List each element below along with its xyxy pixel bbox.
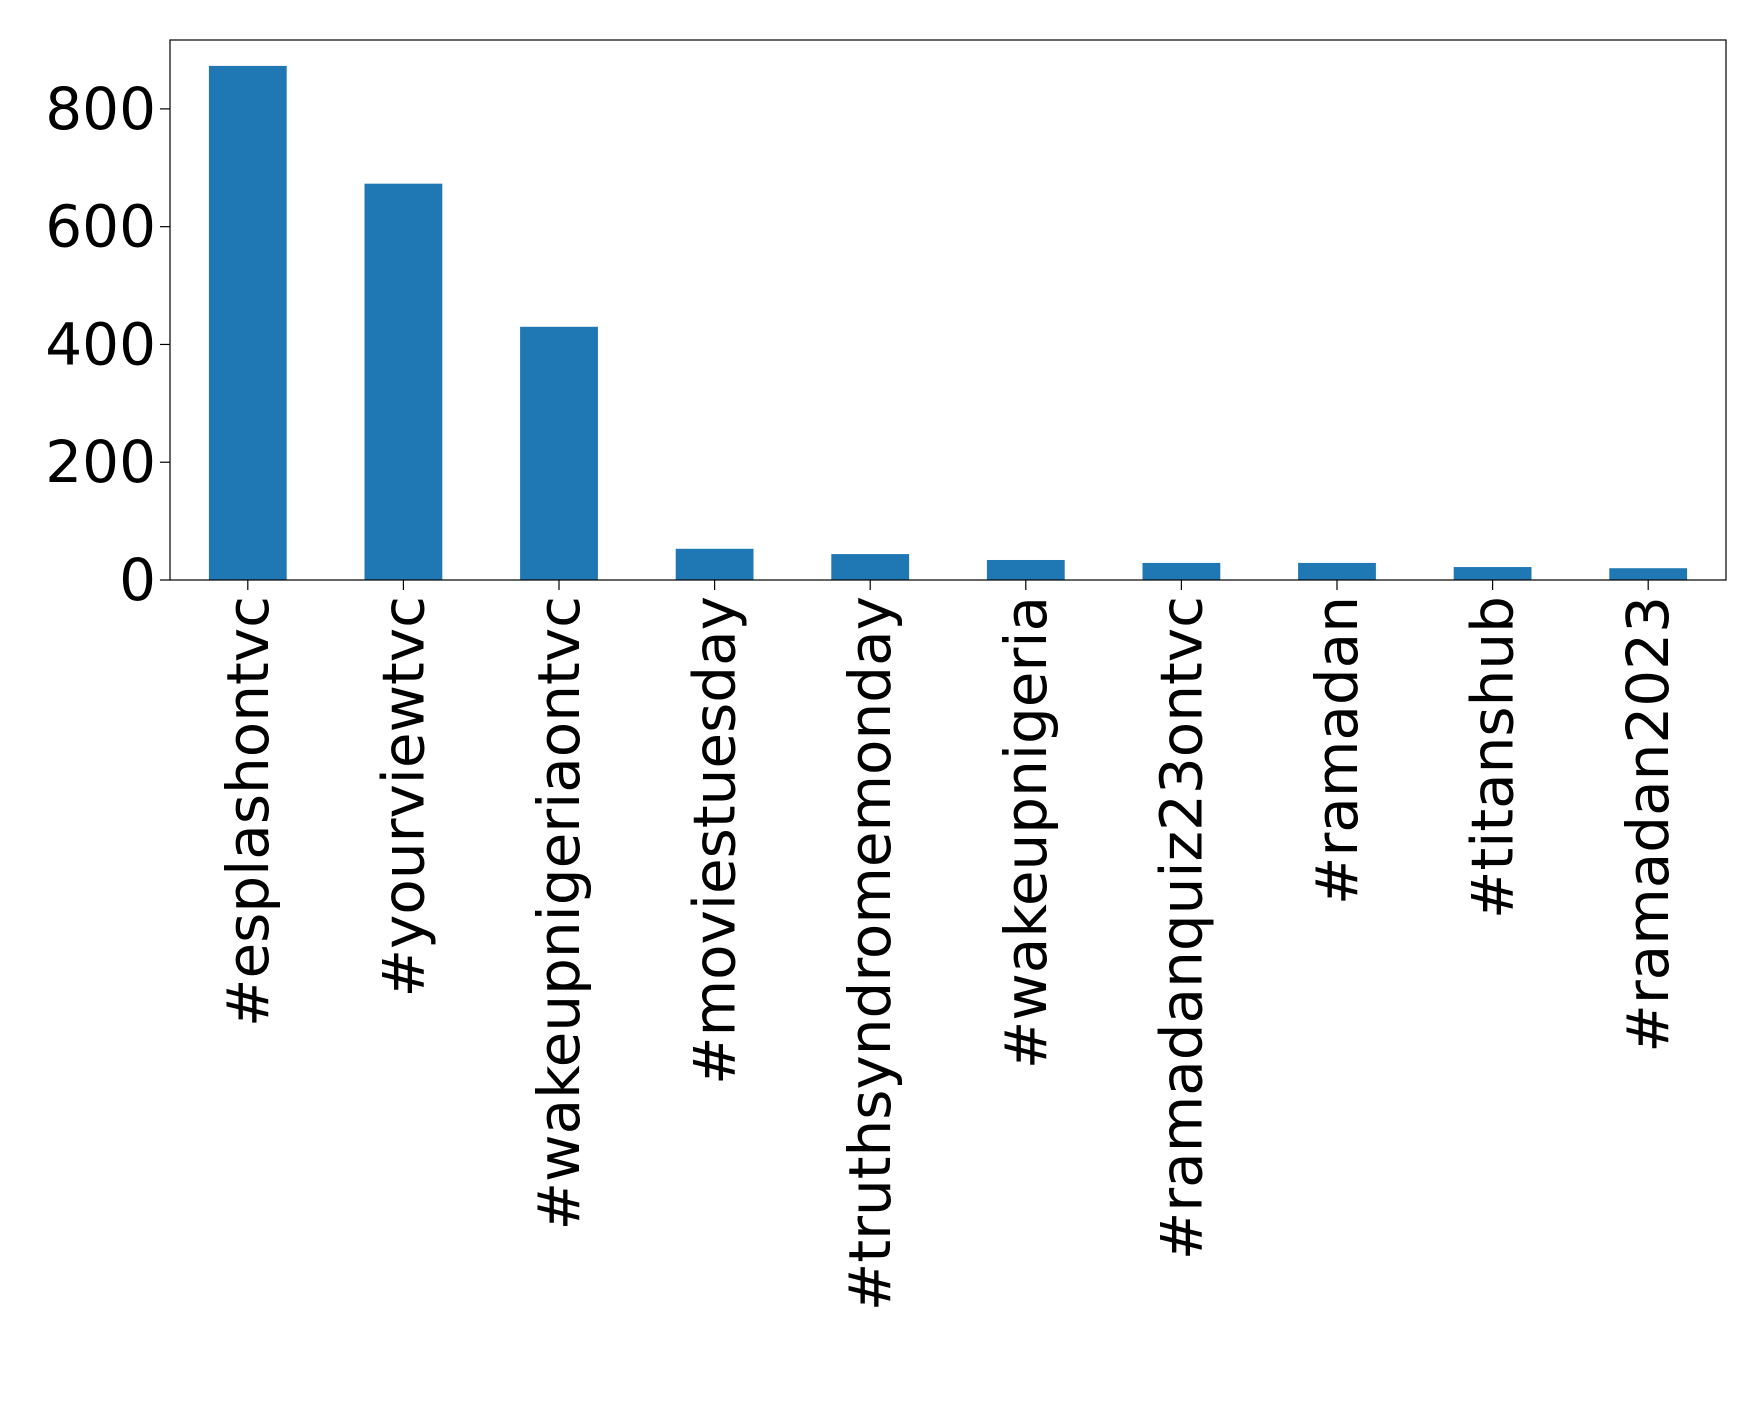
y-tick-label: 600	[45, 193, 156, 261]
bar	[364, 183, 443, 581]
x-tick-label: #wakeupnigeria	[992, 596, 1060, 1069]
x-tick-label: #ramadanquiz23ontvc	[1147, 596, 1215, 1260]
y-tick-label: 400	[45, 310, 156, 378]
x-axis: #esplashontvc #yourviewtvc #wakeupnigeriao…	[214, 580, 1682, 1311]
bar	[1298, 562, 1376, 580]
x-tick-label: #ramadan	[1303, 596, 1371, 905]
bar	[986, 559, 1065, 580]
axes-frame	[169, 39, 1727, 581]
x-tick-label: #titanshub	[1459, 596, 1527, 919]
bar	[208, 65, 287, 580]
bar	[520, 326, 598, 580]
x-tick-label: #esplashontvc	[214, 596, 282, 1027]
x-tick-label: #ramadan2023	[1614, 596, 1682, 1053]
bar	[675, 548, 754, 580]
x-tick-label: #yourviewtvc	[369, 596, 437, 998]
bar	[1453, 567, 1532, 580]
bar	[1142, 562, 1221, 580]
x-tick-label: #moviestuesday	[681, 596, 749, 1085]
x-tick-label: #wakeupnigeriaontvc	[525, 596, 593, 1230]
x-tick-label: #truthsyndromemonday	[836, 596, 904, 1311]
y-tick-label: 200	[45, 428, 156, 496]
bar	[1609, 568, 1688, 580]
plot-frame	[169, 39, 1727, 581]
y-axis: 0 200 400 600 800	[45, 75, 170, 614]
bars-layer	[208, 65, 1688, 581]
bar	[831, 554, 910, 580]
y-tick-label: 0	[119, 546, 156, 614]
y-tick-label: 800	[45, 75, 156, 143]
